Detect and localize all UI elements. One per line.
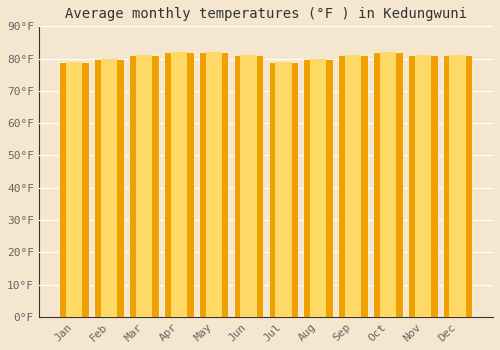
Bar	[345, 55, 361, 317]
Bar	[373, 52, 402, 317]
Bar	[170, 52, 187, 317]
Bar	[199, 52, 228, 317]
Bar	[275, 62, 291, 317]
Bar	[443, 55, 472, 317]
Title: Average monthly temperatures (°F ) in Kedungwuni: Average monthly temperatures (°F ) in Ke…	[65, 7, 467, 21]
Bar	[101, 58, 117, 317]
Bar	[414, 55, 431, 317]
Bar	[129, 55, 159, 317]
Bar	[94, 58, 124, 317]
Bar	[310, 58, 326, 317]
Bar	[240, 55, 256, 317]
Bar	[60, 62, 89, 317]
Bar	[234, 55, 264, 317]
Bar	[206, 52, 222, 317]
Bar	[408, 55, 438, 317]
Bar	[338, 55, 368, 317]
Bar	[380, 52, 396, 317]
Bar	[164, 52, 194, 317]
Bar	[304, 58, 333, 317]
Bar	[450, 55, 466, 317]
Bar	[66, 62, 82, 317]
Bar	[136, 55, 152, 317]
Bar	[268, 62, 298, 317]
